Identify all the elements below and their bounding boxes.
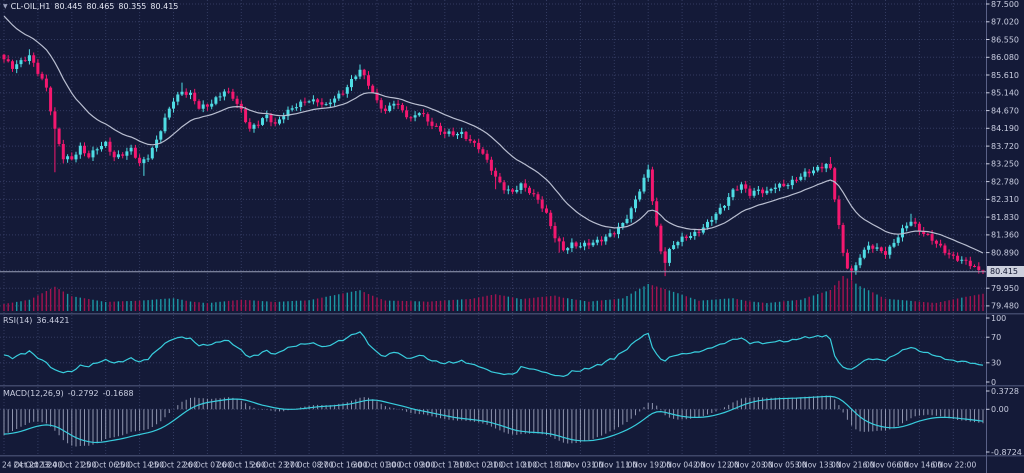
price-tick-label: 83.250	[991, 160, 1019, 169]
time-axis-label: 2 Nov 12:00	[693, 461, 739, 470]
macd-tick-label: 0.3728	[991, 387, 1019, 396]
price-tick-label: 86.550	[991, 35, 1019, 44]
price-tick-label: 79.480	[991, 302, 1019, 311]
time-axis-label: 6 Nov 14:00	[897, 461, 943, 470]
time-axis-label: 31 Oct 02:00	[454, 461, 503, 470]
moving-average-line	[3, 15, 984, 254]
macd-signal-line	[3, 395, 984, 444]
time-axis-label: 30 Oct 01:00	[352, 461, 401, 470]
rsi-tick-label: 0	[991, 378, 996, 387]
price-tick-label: 87.020	[991, 18, 1019, 27]
ohlc-low: 80.355	[118, 2, 147, 11]
price-tick-label: 81.830	[991, 213, 1019, 222]
time-axis-label: 2 Nov 20:00	[727, 461, 773, 470]
pane-separator[interactable]	[0, 313, 1024, 315]
time-axis-label: 25 Oct 14:00	[115, 461, 164, 470]
volume-bars-bear	[3, 276, 984, 311]
macd-name: MACD(12,26,9)	[3, 389, 64, 398]
time-axis-label: 26 Oct 23:00	[251, 461, 300, 470]
price-tick-label: 84.190	[991, 124, 1019, 133]
rsi-tick-label: 70	[991, 333, 1001, 342]
time-axis-label: 26 Oct 15:00	[217, 461, 266, 470]
price-tick-label: 82.310	[991, 195, 1019, 204]
time-axis-label: 6 Nov 22:00	[930, 461, 976, 470]
time-axis-label: 27 Oct 16:00	[319, 461, 368, 470]
macd-tick-label: 0.00	[991, 405, 1009, 414]
price-tick-label: 80.890	[991, 248, 1019, 257]
time-axis-label: 3 Nov 05:00	[761, 461, 807, 470]
macd-histogram	[3, 395, 984, 447]
macd-value: -0.2792	[67, 389, 99, 398]
price-tick-label: 85.610	[991, 71, 1019, 80]
time-axis-label: 3 Nov 21:00	[829, 461, 875, 470]
collapse-icon[interactable]: ▼	[3, 3, 8, 10]
rsi-line	[3, 331, 984, 378]
price-tick-label: 83.720	[991, 142, 1019, 151]
ohlc-high: 80.465	[86, 2, 115, 11]
rsi-tick-label: 100	[991, 314, 1006, 323]
time-axis-label: 31 Oct 10:00	[488, 461, 537, 470]
price-tick-label: 79.950	[991, 284, 1019, 293]
price-tick-label: 86.080	[991, 53, 1019, 62]
grid-horizontal	[0, 3, 986, 410]
bull-wicks	[16, 49, 963, 275]
time-axis-label: 27 Oct 08:00	[285, 461, 334, 470]
time-axis-label: 25 Oct 22:00	[149, 461, 198, 470]
current-price-badge: 80.415	[987, 266, 1024, 277]
time-axis-label: 31 Oct 18:00	[522, 461, 571, 470]
bear-wicks	[3, 52, 984, 281]
price-tick-label: 84.670	[991, 106, 1019, 115]
rsi-value: 36.4421	[36, 316, 70, 325]
time-axis-label: 24 Oct 2023	[2, 461, 49, 470]
chart-title: ▼ CL-OIL,H1 80.445 80.465 80.355 80.415	[3, 2, 182, 11]
time-axis-label: 24 Oct 13:00	[13, 461, 62, 470]
time-axis-label: 6 Nov 06:00	[863, 461, 909, 470]
price-tick-label: 82.780	[991, 177, 1019, 186]
ohlc-close: 80.415	[150, 2, 179, 11]
symbol-period-label: CL-OIL,H1	[10, 2, 51, 11]
price-tick-label: 81.360	[991, 231, 1019, 240]
ohlc-open: 80.445	[54, 2, 83, 11]
volume-bars-bull	[16, 283, 963, 311]
time-axis-label: 26 Oct 07:00	[183, 461, 232, 470]
time-axis-label: 30 Oct 09:00	[386, 461, 435, 470]
time-axis-label: 3 Nov 13:00	[795, 461, 841, 470]
grid-vertical	[3, 0, 954, 455]
bear-candles	[2, 54, 985, 272]
time-axis-label: 1 Nov 11:00	[591, 461, 637, 470]
price-tick-label: 87.500	[991, 0, 1019, 9]
rsi-tick-label: 30	[991, 359, 1001, 368]
time-axis-label: 24 Oct 21:00	[47, 461, 96, 470]
time-axis-label: 30 Oct 17:00	[420, 461, 469, 470]
macd-signal-value: -0.1688	[102, 389, 134, 398]
pane-separator[interactable]	[0, 385, 1024, 387]
price-tick-label: 85.140	[991, 89, 1019, 98]
macd-tick-label: -0.8724	[991, 448, 1022, 457]
time-axis-label: 25 Oct 06:00	[81, 461, 130, 470]
rsi-indicator-label: RSI(14) 36.4421	[3, 316, 74, 325]
time-axis-label: 1 Nov 03:00	[557, 461, 603, 470]
bull-candles	[15, 55, 964, 271]
pane-separator[interactable]	[0, 455, 1024, 457]
rsi-name: RSI(14)	[3, 316, 33, 325]
time-axis-label: 1 Nov 19:00	[625, 461, 671, 470]
time-axis-label: 2 Nov 04:00	[659, 461, 705, 470]
macd-indicator-label: MACD(12,26,9) -0.2792 -0.1688	[3, 389, 138, 398]
